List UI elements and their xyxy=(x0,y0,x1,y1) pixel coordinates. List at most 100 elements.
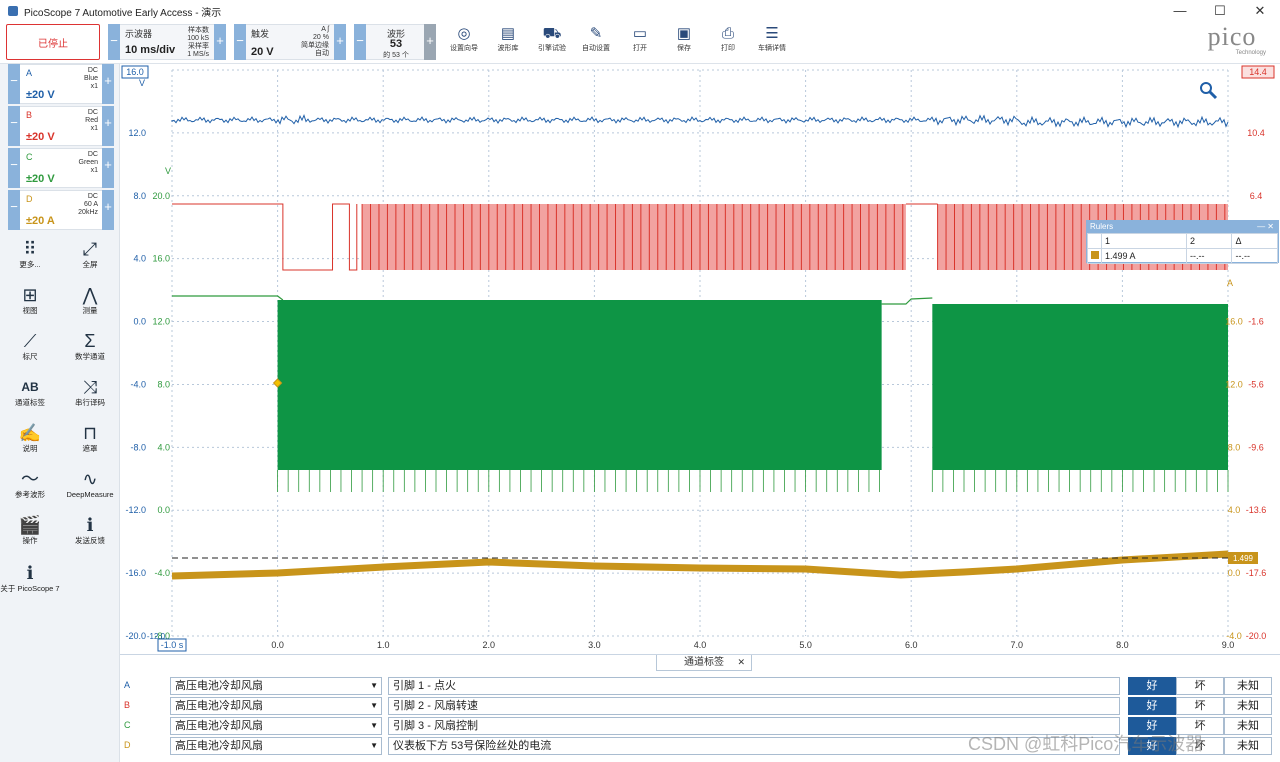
timebase-label: 示波器 xyxy=(125,29,153,39)
good-button-c[interactable]: 好 xyxy=(1128,717,1176,735)
component-value-b: 高压电池冷却风扇 xyxy=(175,700,263,712)
about-button[interactable]: ℹ 关于 PicoScope 7 xyxy=(0,562,60,593)
component-select-b[interactable]: 高压电池冷却风扇 ▼ xyxy=(170,697,382,715)
minimize-button[interactable]: — xyxy=(1173,3,1187,18)
channel-d-decrease-button[interactable]: − xyxy=(8,190,20,230)
fullscreen-button[interactable]: ⤢ 全屏 xyxy=(60,238,120,269)
feedback-icon: ℹ xyxy=(86,515,94,535)
waveform-library-button[interactable]: ▤ 波形库 xyxy=(486,24,530,60)
channel-a-increase-button[interactable]: + xyxy=(102,64,114,104)
channel-b-control[interactable]: − B DC Red x1 ±20 V + xyxy=(8,106,114,146)
axis-d-unit: A xyxy=(1227,278,1233,288)
actions-button[interactable]: 🎬 操作 xyxy=(0,514,60,545)
channel-d-control[interactable]: − D DC 60 A 20kHz ±20 A + xyxy=(8,190,114,230)
channel-b-name: B xyxy=(26,110,33,120)
waveform-next-button[interactable]: + xyxy=(424,24,436,60)
unknown-button-b[interactable]: 未知 xyxy=(1224,697,1272,715)
samples-value: 100 kS xyxy=(187,35,209,42)
send-feedback-button[interactable]: ℹ 发送反馈 xyxy=(60,514,120,545)
engine-test-label: 引擎试验 xyxy=(538,45,566,52)
vehicle-details-button[interactable]: ☰ 车辆详情 xyxy=(750,24,794,60)
component-select-a[interactable]: 高压电池冷却风扇 ▼ xyxy=(170,677,382,695)
more-tools-button[interactable]: ⠿ 更多... xyxy=(0,238,60,269)
axis-a-top-value: 16.0 xyxy=(126,67,144,77)
channel-b-decrease-button[interactable]: − xyxy=(8,106,20,146)
label-row-a: A 高压电池冷却风扇 ▼ 引脚 1 - 点火 好 坏 未知 xyxy=(120,676,1280,696)
good-button-b[interactable]: 好 xyxy=(1128,697,1176,715)
channel-c-control[interactable]: − C DC Green x1 ±20 V + xyxy=(8,148,114,188)
note-field-b[interactable]: 引脚 2 - 风扇转速 xyxy=(388,697,1120,715)
good-button-d[interactable]: 好 xyxy=(1128,737,1176,755)
stop-button[interactable]: 已停止 xyxy=(6,24,100,60)
rulers-close-icon[interactable]: — ✕ xyxy=(1257,222,1274,231)
ruler-value-label: 1.499 xyxy=(1233,554,1254,563)
math-channel-button[interactable]: Σ 数学通道 xyxy=(60,330,120,361)
note-field-d[interactable]: 仪表板下方 53号保险丝处的电流 xyxy=(388,737,1120,755)
bad-button-c[interactable]: 坏 xyxy=(1176,717,1224,735)
deepmeasure-button[interactable]: ∿ DeepMeasure xyxy=(60,468,120,499)
maximize-button[interactable]: ☐ xyxy=(1214,3,1226,18)
setup-wizard-button[interactable]: ◎ 设置向导 xyxy=(442,24,486,60)
unknown-button-d[interactable]: 未知 xyxy=(1224,737,1272,755)
trigger-increase-button[interactable]: + xyxy=(334,24,346,60)
channel-c-increase-button[interactable]: + xyxy=(102,148,114,188)
save-button[interactable]: ▣ 保存 xyxy=(662,24,706,60)
engine-test-button[interactable]: ⛟ 引擎试验 xyxy=(530,24,574,60)
note-field-a[interactable]: 引脚 1 - 点火 xyxy=(388,677,1120,695)
print-button[interactable]: ⎙ 打印 xyxy=(706,24,750,60)
timebase-decrease-button[interactable]: − xyxy=(108,24,120,60)
timebase-increase-button[interactable]: + xyxy=(214,24,226,60)
component-select-c[interactable]: 高压电池冷却风扇 ▼ xyxy=(170,717,382,735)
reference-waveform-button[interactable]: 〜 参考波形 xyxy=(0,468,60,499)
rulers-button[interactable]: ⟋ 标尺 xyxy=(0,330,60,361)
channel-b-range: ±20 V xyxy=(26,131,55,143)
bad-button-d[interactable]: 坏 xyxy=(1176,737,1224,755)
bad-button-a[interactable]: 坏 xyxy=(1176,677,1224,695)
channel-labels-button[interactable]: AB 通道标签 xyxy=(0,376,60,407)
scope-view[interactable]: -1.0 s 0.0 1.0 2.0 3.0 4.0 5.0 6.0 7.0 8.0 9.0 16.0… xyxy=(120,64,1280,654)
timebase-control[interactable]: − 示波器 10 ms/div 样本数 100 kS 采样率 1 MS/s + xyxy=(108,24,226,60)
axis-d-tick-label: 4.0 xyxy=(1228,505,1241,515)
trigger-control[interactable]: − 触发 20 V A ʃ 20 % 简单边缘 自动 + xyxy=(234,24,346,60)
zoom-icon[interactable] xyxy=(1200,82,1218,100)
waveform-counter[interactable]: − 波形 53 的 53 个 + xyxy=(354,24,436,60)
channel-d-increase-button[interactable]: + xyxy=(102,190,114,230)
samples-label: 样本数 xyxy=(188,27,209,34)
channel-labels-tab[interactable]: 通道标签 ✕ xyxy=(656,655,752,671)
channel-a-decrease-button[interactable]: − xyxy=(8,64,20,104)
trigger-source: A ʃ xyxy=(321,26,329,33)
rulers-panel[interactable]: Rulers — ✕ 1 2 Δ 1.499 A --.-- --.-- xyxy=(1086,220,1279,264)
trace-c xyxy=(172,295,284,301)
auto-setup-label: 自动设置 xyxy=(582,45,610,52)
notes-button[interactable]: ✍ 说明 xyxy=(0,422,60,453)
serial-decode-button[interactable]: ⤨ 串行译码 xyxy=(60,376,120,407)
view-button[interactable]: ⊞ 视图 xyxy=(0,284,60,315)
close-button[interactable]: ✕ xyxy=(1254,3,1266,18)
component-select-d[interactable]: 高压电池冷却风扇 ▼ xyxy=(170,737,382,755)
waveform-plot[interactable]: -1.0 s 0.0 1.0 2.0 3.0 4.0 5.0 6.0 7.0 8.0 9.0 16.0… xyxy=(120,64,1280,654)
auto-setup-button[interactable]: ✎ 自动设置 xyxy=(574,24,618,60)
channel-a-control[interactable]: − A DC Blue x1 ±20 V + xyxy=(8,64,114,104)
tab-close-icon[interactable]: ✕ xyxy=(737,657,745,667)
waveform-prev-button[interactable]: − xyxy=(354,24,366,60)
measure-button[interactable]: ⋀ 测量 xyxy=(60,284,120,315)
note-field-c[interactable]: 引脚 3 - 风扇控制 xyxy=(388,717,1120,735)
unknown-button-c[interactable]: 未知 xyxy=(1224,717,1272,735)
channel-b-color-name: Red xyxy=(85,117,98,124)
x-tick-label: 7.0 xyxy=(1011,640,1024,650)
trigger-decrease-button[interactable]: − xyxy=(234,24,246,60)
good-button-a[interactable]: 好 xyxy=(1128,677,1176,695)
mask-icon: ⊓ xyxy=(82,423,98,443)
serial-decode-icon: ⤨ xyxy=(82,377,98,397)
trigger-mode: 自动 xyxy=(315,50,329,57)
axis-c-tick-label: 20.0 xyxy=(152,191,170,201)
ruler-icon: ⟋ xyxy=(23,331,37,351)
open-button[interactable]: ▭ 打开 xyxy=(618,24,662,60)
notes-icon: ✍ xyxy=(18,423,42,443)
mask-button[interactable]: ⊓ 遮罩 xyxy=(60,422,120,453)
bad-button-b[interactable]: 坏 xyxy=(1176,697,1224,715)
channel-d-coupling: DC xyxy=(87,193,98,200)
unknown-button-a[interactable]: 未知 xyxy=(1224,677,1272,695)
channel-c-decrease-button[interactable]: − xyxy=(8,148,20,188)
channel-b-increase-button[interactable]: + xyxy=(102,106,114,146)
